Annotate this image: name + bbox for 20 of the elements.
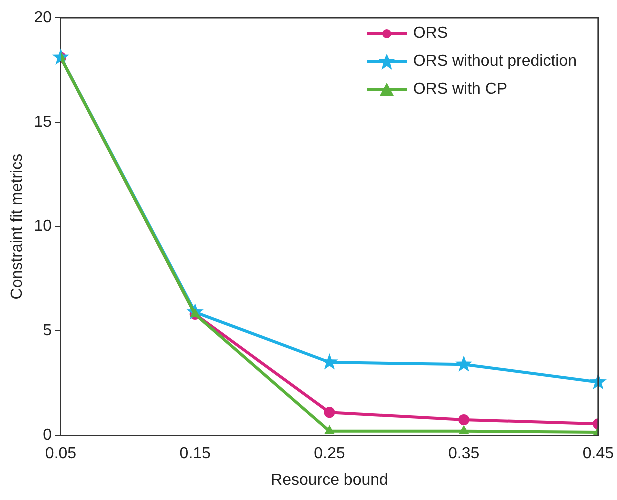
point bbox=[456, 356, 473, 372]
x-tick-label: 0.15 bbox=[180, 446, 212, 463]
y-axis-title: Constraint fit metrics bbox=[9, 154, 26, 300]
point bbox=[459, 426, 469, 434]
point bbox=[458, 414, 470, 426]
y-tick-label: 10 bbox=[34, 218, 52, 236]
legend-label: ORS without prediction bbox=[413, 52, 577, 72]
y-tick-label: 15 bbox=[34, 114, 52, 131]
x-tick-label: 0.25 bbox=[314, 446, 346, 463]
point bbox=[324, 407, 336, 418]
x-axis-title: Resource bound bbox=[271, 472, 388, 489]
point bbox=[324, 426, 335, 434]
y-tick-label: 5 bbox=[43, 322, 52, 340]
x-tick-label: 0.05 bbox=[45, 446, 77, 463]
legend-label: ORS bbox=[413, 24, 448, 44]
y-tick-label: 0 bbox=[43, 427, 52, 444]
y-tick-label: 20 bbox=[34, 9, 52, 26]
legend-label: ORS with CP bbox=[413, 80, 508, 100]
x-tick-label: 0.45 bbox=[582, 446, 614, 463]
x-tick-label: 0.35 bbox=[448, 446, 480, 463]
